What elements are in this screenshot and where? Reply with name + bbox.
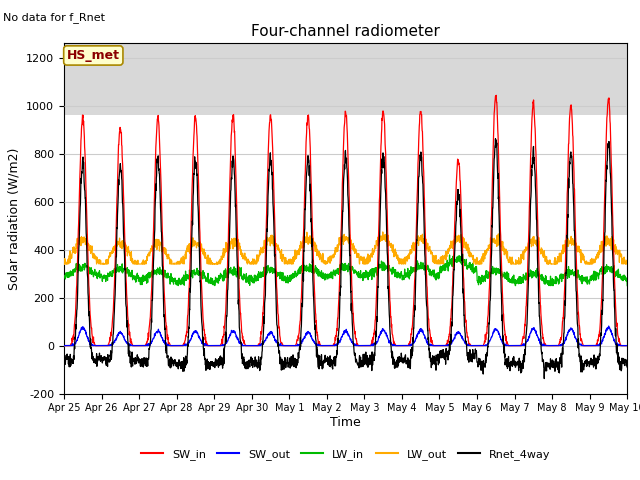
Title: Four-channel radiometer: Four-channel radiometer [251,24,440,39]
Bar [64,43,627,115]
X-axis label: Time: Time [330,416,361,429]
Text: No data for f_Rnet: No data for f_Rnet [3,12,105,23]
Text: HS_met: HS_met [67,49,120,62]
Y-axis label: Solar radiation (W/m2): Solar radiation (W/m2) [8,147,20,289]
Legend: SW_in, SW_out, LW_in, LW_out, Rnet_4way: SW_in, SW_out, LW_in, LW_out, Rnet_4way [136,444,555,465]
Bar [64,115,627,394]
